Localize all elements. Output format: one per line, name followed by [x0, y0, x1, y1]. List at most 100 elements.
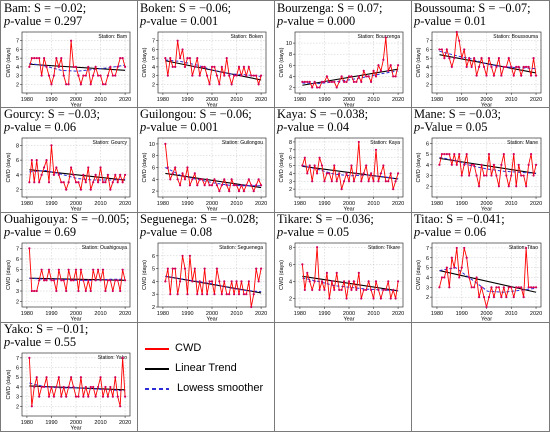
panel-gourcy: Gourcy: S = −0.03; p-value = 0.06 1980 1990… [0, 107, 138, 213]
station-name: Tikare: [277, 212, 316, 226]
cwd-point [365, 164, 368, 167]
cwd-point [193, 172, 196, 175]
p-symbol: p [414, 225, 421, 239]
panel-mane: Mane: S = −0.03; p-Value = 0.05 1980 1990 20… [411, 107, 550, 213]
cwd-point [188, 254, 192, 257]
cwd-point [445, 48, 448, 51]
cwd-series-line [301, 141, 399, 190]
station-name: Ouahigouya: [4, 212, 72, 226]
cwd-point [487, 57, 491, 60]
y-tick-label: 5 [426, 266, 429, 272]
cwd-point [250, 74, 253, 77]
cwd-chart-bam: 1980 1990 2000 2010 2020 2 3 4 5 6 7 Year CWD (days)… [6, 31, 131, 109]
cwd-point [475, 276, 478, 279]
cwd-point [55, 289, 58, 293]
y-tick-label: 2 [16, 188, 19, 194]
cwd-point [328, 80, 331, 84]
cwd-point [45, 279, 48, 282]
x-tick-label: 1980 [21, 420, 33, 426]
cwd-point [213, 293, 216, 296]
cwd-point [347, 180, 351, 183]
cwd-point [389, 64, 392, 67]
cwd-point [532, 286, 535, 289]
y-tick-label: 2 [426, 82, 429, 88]
cwd-point [228, 190, 231, 193]
station-annotation: Station: Guilongou [222, 140, 263, 146]
station-annotation: Station: Bam [98, 34, 127, 40]
cwd-point [517, 163, 520, 166]
cwd-point [201, 65, 204, 68]
cwd-point [30, 289, 33, 293]
station-name: Guilongou: [140, 107, 200, 121]
panel-boussouma: Boussouma: S = −0.07; p-value = 0.01 1980 1… [411, 0, 550, 109]
station-name: Yako: [4, 322, 37, 336]
y-axis-label: CWD (days) [416, 47, 422, 77]
cwd-point [357, 75, 360, 78]
y-tick-label: 2 [289, 85, 292, 91]
cwd-point [367, 180, 370, 183]
cwd-point [473, 163, 476, 166]
cwd-point [252, 190, 255, 193]
cwd-point [303, 156, 306, 159]
lowess-line [302, 70, 399, 85]
cwd-point [114, 279, 117, 282]
cwd-point [510, 174, 513, 177]
y-tick-label: 3 [152, 74, 155, 80]
p-symbol: p [140, 120, 147, 134]
cwd-point [365, 75, 368, 78]
cwd-point [82, 173, 85, 176]
cwd-point [502, 65, 505, 68]
y-axis-label: CWD (days) [142, 260, 148, 290]
station-annotation: Station: Yako [98, 355, 127, 361]
x-tick-label: 2020 [530, 311, 542, 317]
x-tick-label: 1990 [181, 201, 193, 207]
lowess-line [165, 59, 262, 77]
cwd-series-line [164, 40, 262, 86]
p-value-label: -value = 0.06 [10, 120, 77, 134]
cwd-point [352, 280, 356, 283]
x-axis-label: Year [70, 207, 81, 213]
cwd-point [458, 152, 461, 156]
x-tick-label: 2000 [206, 201, 218, 207]
cwd-point [473, 286, 476, 289]
cwd-point [507, 286, 510, 289]
panel-seguenega: Seguenega: S = −0.028; p-value = 0.08 1980… [137, 212, 275, 323]
x-tick-label: 1990 [456, 201, 468, 207]
x-tick-label: 1980 [21, 311, 33, 317]
cwd-point [492, 296, 496, 299]
p-value-label: -value = 0.55 [10, 335, 77, 349]
cwd-point [510, 65, 513, 68]
cwd-point [106, 395, 110, 398]
x-tick-label: 1990 [45, 97, 57, 103]
x-tick-label: 2000 [343, 201, 355, 207]
cwd-point [96, 181, 100, 184]
cwd-point [360, 80, 363, 84]
cwd-point [450, 65, 453, 68]
cwd-point [357, 271, 360, 274]
cwd-point [30, 405, 33, 408]
cwd-point [520, 286, 523, 289]
y-tick-label: 5 [152, 267, 155, 273]
cwd-point [220, 184, 223, 187]
x-tick-label: 1990 [45, 311, 57, 317]
cwd-point [188, 184, 192, 187]
y-tick-label: 6 [289, 63, 292, 69]
cwd-point [42, 57, 46, 60]
cwd-point [87, 166, 90, 169]
cwd-point [92, 385, 95, 389]
cwd-point [377, 288, 380, 292]
y-tick-label: 3 [152, 292, 155, 298]
cwd-point [527, 163, 530, 166]
lowess-line [29, 62, 126, 72]
cwd-point [104, 289, 107, 293]
cwd-point [218, 190, 221, 193]
cwd-point [443, 57, 446, 60]
cwd-point [311, 288, 314, 292]
cwd-point [465, 256, 468, 259]
panel-title: Boken: S = −0.06; [140, 2, 272, 15]
cwd-point [330, 80, 333, 84]
x-tick-label: 2000 [480, 97, 492, 103]
p-value-line: p-value = 0.001 [140, 15, 272, 28]
cwd-point [69, 39, 73, 42]
